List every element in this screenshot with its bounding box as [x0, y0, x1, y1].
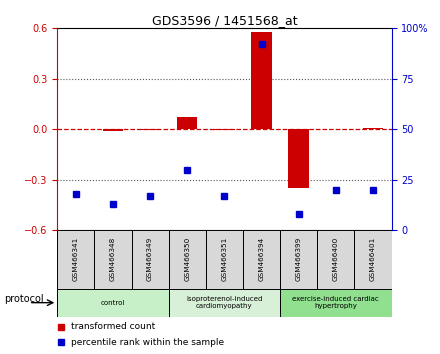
- Text: isoproterenol-induced
cardiomyopathy: isoproterenol-induced cardiomyopathy: [186, 296, 263, 309]
- Text: transformed count: transformed count: [70, 322, 155, 331]
- Bar: [57, 289, 169, 317]
- Bar: [169, 230, 206, 289]
- Text: exercise-induced cardiac
hypertrophy: exercise-induced cardiac hypertrophy: [293, 296, 379, 309]
- Bar: [132, 230, 169, 289]
- Bar: [280, 230, 317, 289]
- Text: GSM466399: GSM466399: [296, 237, 302, 281]
- Text: percentile rank within the sample: percentile rank within the sample: [70, 338, 224, 347]
- Bar: [280, 289, 392, 317]
- Bar: [169, 289, 280, 317]
- Bar: [289, 129, 309, 188]
- Text: GSM466351: GSM466351: [221, 237, 227, 281]
- Text: control: control: [101, 300, 125, 306]
- Bar: [177, 118, 198, 129]
- Bar: [243, 230, 280, 289]
- Text: GSM466350: GSM466350: [184, 237, 190, 281]
- Text: GSM466341: GSM466341: [73, 237, 79, 281]
- Bar: [355, 230, 392, 289]
- Text: GSM466400: GSM466400: [333, 237, 339, 281]
- Bar: [317, 230, 355, 289]
- Text: GSM466349: GSM466349: [147, 237, 153, 281]
- Bar: [206, 230, 243, 289]
- Text: GSM466401: GSM466401: [370, 237, 376, 281]
- Bar: [140, 129, 160, 130]
- Bar: [57, 230, 94, 289]
- Title: GDS3596 / 1451568_at: GDS3596 / 1451568_at: [152, 14, 297, 27]
- Text: GSM466394: GSM466394: [259, 237, 264, 281]
- Bar: [94, 230, 132, 289]
- Text: protocol: protocol: [4, 294, 44, 304]
- Bar: [214, 129, 235, 130]
- Bar: [251, 32, 272, 129]
- Text: GSM466348: GSM466348: [110, 237, 116, 281]
- Bar: [103, 129, 123, 131]
